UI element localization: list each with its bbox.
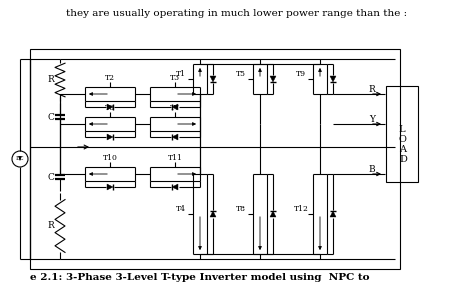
- Polygon shape: [270, 211, 276, 217]
- Polygon shape: [107, 134, 113, 140]
- Text: T10: T10: [102, 154, 118, 162]
- Text: T5: T5: [236, 70, 246, 78]
- Polygon shape: [172, 184, 178, 190]
- Text: T6: T6: [105, 104, 115, 112]
- Polygon shape: [270, 76, 276, 82]
- Polygon shape: [107, 104, 113, 110]
- Bar: [386, 86, 418, 182]
- Text: T9: T9: [296, 70, 306, 78]
- Text: T1: T1: [176, 70, 186, 78]
- Text: T2: T2: [105, 74, 115, 82]
- Text: T4: T4: [176, 205, 186, 213]
- Text: O: O: [398, 135, 406, 144]
- Text: T12: T12: [293, 205, 309, 213]
- Text: B: B: [369, 166, 375, 174]
- Text: T8: T8: [236, 205, 246, 213]
- Polygon shape: [172, 134, 178, 140]
- Polygon shape: [172, 104, 178, 110]
- Text: T7: T7: [170, 104, 180, 112]
- Text: C: C: [47, 113, 55, 121]
- Text: they are usually operating in much lower power range than the :: they are usually operating in much lower…: [66, 9, 408, 18]
- Text: R: R: [369, 86, 375, 94]
- Polygon shape: [210, 211, 216, 217]
- Polygon shape: [330, 76, 336, 82]
- Text: T11: T11: [168, 154, 182, 162]
- Text: e 2.1: 3-Phase 3-Level T-type Inverter model using  NPC to: e 2.1: 3-Phase 3-Level T-type Inverter m…: [30, 273, 370, 282]
- Text: DC: DC: [16, 156, 24, 162]
- Polygon shape: [107, 184, 113, 190]
- Text: R: R: [47, 222, 55, 230]
- Bar: [30, 49, 400, 269]
- Polygon shape: [330, 211, 336, 217]
- Text: L: L: [399, 125, 405, 133]
- Polygon shape: [210, 76, 216, 82]
- Text: R: R: [47, 75, 55, 84]
- Text: D: D: [399, 154, 407, 164]
- Text: A: A: [400, 144, 407, 154]
- Text: T3: T3: [170, 74, 180, 82]
- Text: C: C: [47, 172, 55, 181]
- Text: Y: Y: [369, 115, 375, 125]
